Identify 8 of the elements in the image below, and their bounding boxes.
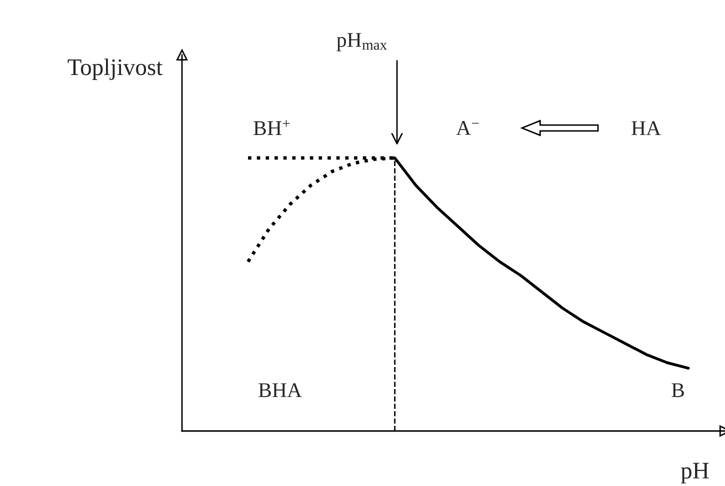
- text: BH$^{+}$: [254, 120, 290, 136]
- x-axis-title: pH: [680, 462, 709, 484]
- annotation: B: [672, 383, 684, 398]
- text: pH$_{max}$: [336, 33, 387, 52]
- annotation: BHA: [258, 383, 302, 398]
- text: A$^{−}$: [456, 121, 479, 135]
- y-axis-title: Topljivost: [68, 58, 163, 80]
- text: HA: [632, 121, 661, 136]
